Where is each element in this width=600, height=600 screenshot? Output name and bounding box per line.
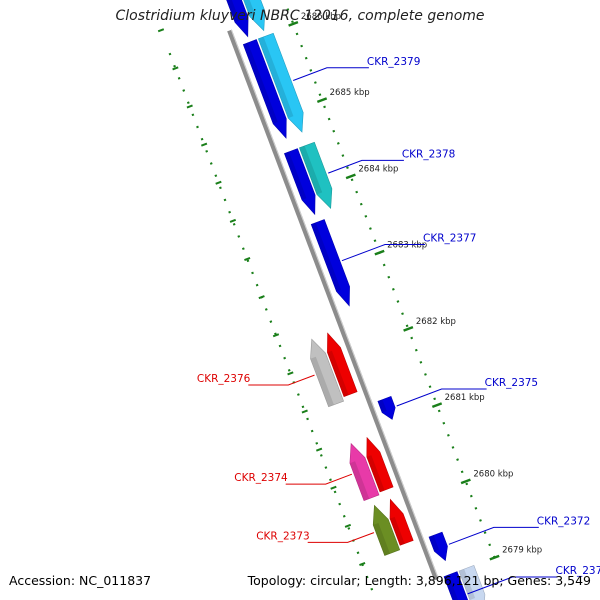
scale-tick — [374, 249, 385, 256]
gene-arrow-g-2376-inner[interactable] — [327, 332, 358, 397]
inner-scale-mark — [258, 295, 265, 300]
inner-scale-mark — [229, 218, 237, 223]
inner-dotted-guide — [168, 52, 378, 600]
scale-tick-label: 2685 kbp — [330, 88, 370, 98]
inner-scale-mark — [186, 104, 193, 109]
inner-scale-mark — [244, 256, 251, 261]
scale-tick — [460, 478, 471, 485]
outer-dotted-guide — [286, 8, 496, 559]
inner-scale-mark — [344, 523, 352, 528]
gene-label-ckr-2378[interactable]: CKR_2378 — [402, 148, 455, 160]
genome-backbone — [227, 29, 439, 581]
scale-tick-label: 2684 kbp — [358, 164, 398, 174]
scale-tick — [345, 173, 356, 180]
gene-label-leader — [248, 374, 315, 386]
gene-arrow-shade — [284, 151, 307, 200]
inner-scale-mark — [301, 409, 308, 414]
gene-arrow-shade — [373, 523, 390, 556]
gene-label-leader — [341, 244, 425, 262]
accession-text: Accession: NC_011837 — [9, 573, 152, 588]
scale-tick-label: 2679 kbp — [502, 546, 542, 556]
gene-label-ckr-2373[interactable]: CKR_2373 — [256, 530, 309, 542]
gene-arrow-ckr-2373[interactable] — [372, 504, 401, 556]
gene-label-ckr-2377[interactable]: CKR_2377 — [423, 232, 476, 244]
inner-scale-mark — [315, 447, 323, 452]
gene-label-ckr-2375[interactable]: CKR_2375 — [485, 377, 538, 389]
inner-scale-mark — [200, 142, 208, 147]
gene-label-ckr-2379[interactable]: CKR_2379 — [367, 56, 420, 68]
scale-tick — [316, 97, 328, 104]
gene-label-leader — [328, 159, 404, 174]
scale-tick — [288, 20, 299, 27]
gene-label-leader — [285, 473, 353, 485]
gene-arrow-ckr-2376[interactable] — [310, 338, 344, 408]
gene-arrow-shade — [349, 461, 370, 501]
dotted-guide-layer — [157, 8, 496, 600]
gene-feature-layer — [226, 0, 486, 600]
scale-tick-label: 2680 kbp — [473, 469, 513, 479]
scale-tick — [431, 402, 443, 409]
gene-arrow-shade — [429, 535, 439, 552]
gene-arrow-shade — [390, 516, 405, 546]
gene-label-ckr-2374[interactable]: CKR_2374 — [234, 472, 288, 484]
inner-scale-mark — [287, 371, 294, 376]
inner-scale-mark — [172, 66, 179, 71]
gene-arrow-shade — [226, 0, 240, 23]
gene-label-ckr-2376[interactable]: CKR_2376 — [197, 373, 251, 385]
scale-tick — [489, 554, 500, 561]
inner-scale-mark — [272, 333, 280, 338]
genome-backbone-layer — [227, 29, 439, 581]
gene-arrow-shade — [258, 36, 294, 119]
scale-tick-label: 2683 kbp — [387, 241, 427, 251]
inner-scale-mark — [215, 180, 222, 185]
genome-title: Clostridium kluyveri NBRC 12016, complet… — [115, 8, 485, 24]
gene-arrow-shade — [299, 145, 323, 195]
gene-label-leader — [307, 532, 375, 543]
gene-label-ckr-2372[interactable]: CKR_2372 — [537, 515, 590, 527]
scale-tick-label: 2686 kbp — [301, 12, 341, 22]
gene-arrow-shade — [243, 0, 256, 17]
gene-arrow-shade — [243, 42, 278, 124]
scale-tick-layer: 2686 kbp 2685 kbp 2684 kbp 2683 kbp 2682 kbp… — [288, 12, 542, 561]
scale-tick — [403, 325, 414, 332]
gene-label-leader — [467, 576, 558, 595]
gene-arrow-shade — [311, 222, 341, 292]
inner-scale-mark — [359, 561, 366, 566]
gene-arrow-shade — [444, 574, 459, 600]
gene-label-layer: CKR_2379 CKR_2378 CKR_2377 CKR_2376 CKR_2375… — [197, 56, 600, 595]
genome-summary-text: Topology: circular; Length: 3,896,121 bp… — [247, 573, 591, 588]
gene-arrow-shade — [377, 399, 387, 413]
inner-scale-mark — [330, 485, 337, 490]
gene-arrow-shade — [366, 455, 385, 492]
genome-backbone-highlight — [230, 29, 439, 579]
scale-tick-label: 2681 kbp — [445, 393, 485, 403]
gene-label-leader — [396, 388, 487, 407]
gene-label-leader — [293, 67, 369, 81]
scale-tick-label: 2682 kbp — [416, 317, 456, 327]
gene-label-ckr-2371[interactable]: CKR_2371 — [555, 565, 600, 577]
inner-scale-mark — [157, 28, 165, 33]
gene-arrow-shade — [310, 356, 334, 407]
gene-label-leader — [448, 526, 539, 545]
gene-arrow-shade — [327, 350, 349, 397]
